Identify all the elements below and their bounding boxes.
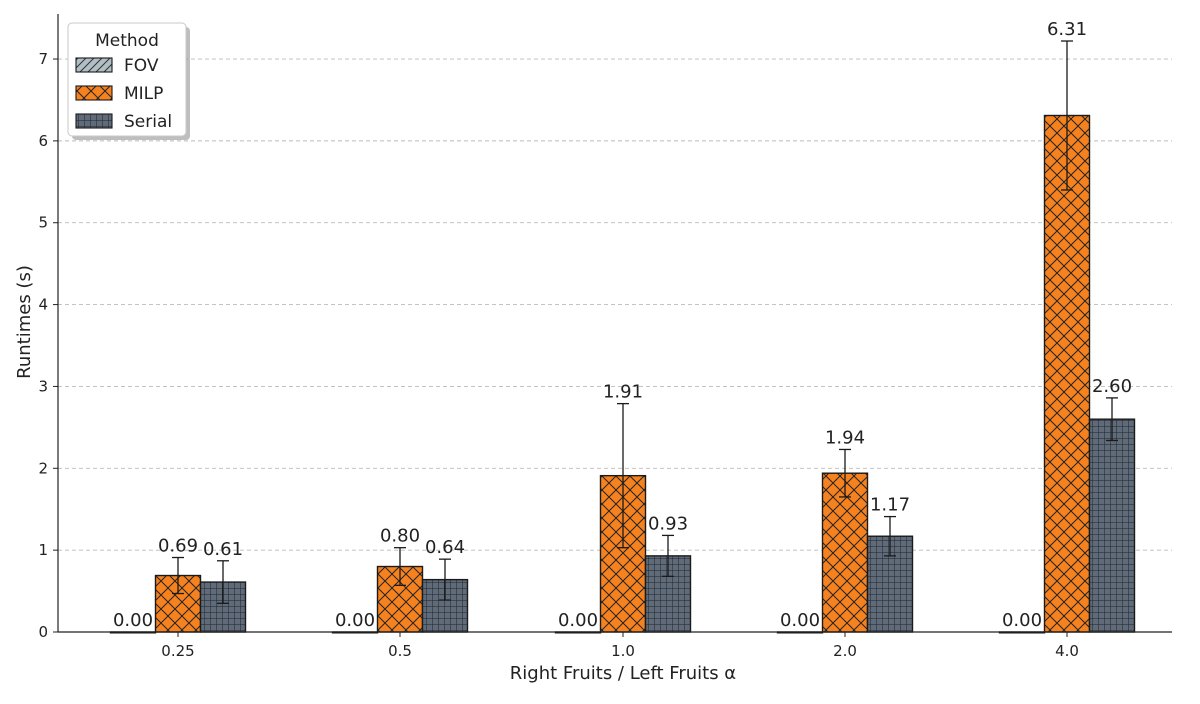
legend-swatch-milp	[75, 85, 113, 101]
legend-swatch-serial	[75, 113, 113, 129]
bar-serial	[1088, 418, 1136, 633]
data-labels: 0.00 0.00 0.00 0.00 0.00 0.69 0.80 1.91 1.94 6.31…	[113, 19, 1132, 631]
axes	[57, 14, 1172, 633]
data-label-fov: 0.00	[780, 610, 820, 631]
legend-label-serial: Serial	[124, 112, 172, 132]
data-label-milp: 1.94	[825, 427, 865, 448]
y-tick-label: 0	[38, 623, 48, 641]
x-tick-label: 0.25	[161, 642, 194, 660]
data-label-milp: 1.91	[603, 382, 643, 403]
x-axis-title: Right Fruits / Left Fruits α	[510, 663, 736, 684]
y-tick-label: 1	[38, 541, 48, 559]
y-tick-label: 7	[38, 50, 48, 68]
data-label-serial: 1.17	[870, 495, 910, 516]
x-tick-label: 2.0	[833, 642, 857, 660]
data-label-fov: 0.00	[335, 610, 375, 631]
y-tick-label: 3	[38, 377, 48, 395]
data-label-serial: 0.61	[203, 539, 243, 560]
legend-swatch-fov	[75, 57, 113, 73]
data-label-fov: 0.00	[113, 610, 153, 631]
x-ticks: 0.25 0.5 1.0 2.0 4.0	[161, 632, 1079, 660]
bars	[109, 114, 1136, 634]
data-label-fov: 0.00	[558, 610, 598, 631]
x-tick-label: 0.5	[388, 642, 412, 660]
x-tick-label: 4.0	[1055, 642, 1079, 660]
legend-label-fov: FOV	[124, 56, 159, 76]
legend-label-milp: MILP	[124, 84, 163, 104]
grid-lines	[58, 58, 1172, 551]
legend-box	[67, 22, 187, 137]
data-label-milp: 0.80	[380, 526, 420, 547]
x-tick-label: 1.0	[611, 642, 635, 660]
y-tick-label: 5	[38, 214, 48, 232]
y-tick-label: 6	[38, 132, 48, 150]
data-label-fov: 0.00	[1002, 610, 1042, 631]
y-ticks: 0 1 2 3 4 5 6 7	[38, 50, 58, 641]
data-label-serial: 0.64	[425, 537, 465, 558]
y-tick-label: 4	[38, 296, 48, 314]
y-tick-label: 2	[38, 459, 48, 477]
y-axis-title: Runtimes (s)	[14, 265, 35, 379]
error-bars	[172, 40, 1118, 605]
data-label-milp: 6.31	[1047, 19, 1087, 40]
data-label-milp: 0.69	[158, 536, 198, 557]
legend: Method FOV MILP Serial	[67, 22, 190, 140]
legend-items: FOV MILP Serial	[75, 56, 172, 132]
data-label-serial: 2.60	[1092, 376, 1132, 397]
bar-milp	[1043, 114, 1091, 633]
legend-title: Method	[95, 31, 159, 51]
data-label-serial: 0.93	[648, 513, 688, 534]
